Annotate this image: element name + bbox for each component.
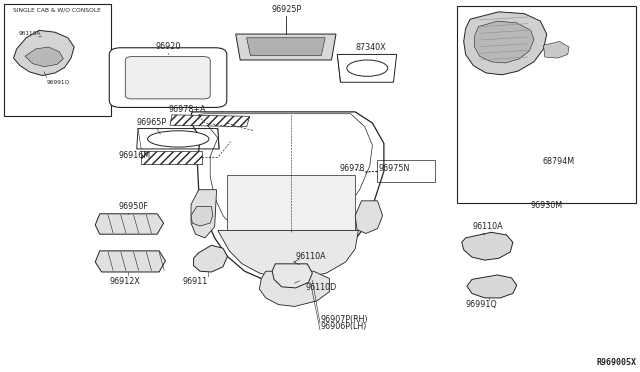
Polygon shape [467,275,516,298]
Text: 96911: 96911 [183,277,208,286]
Bar [227,175,355,232]
Text: 68794M: 68794M [542,157,574,166]
Text: 87340X: 87340X [355,43,386,52]
Polygon shape [236,34,336,60]
Text: 96110A: 96110A [296,252,326,261]
FancyBboxPatch shape [125,57,210,99]
Polygon shape [474,21,534,63]
Text: 96110A: 96110A [19,31,41,36]
Polygon shape [191,206,212,226]
Ellipse shape [347,60,388,76]
Text: 96110D: 96110D [306,283,337,292]
Polygon shape [95,214,164,234]
Text: 96912X: 96912X [110,277,141,286]
Bar [458,6,636,203]
Text: 96975N: 96975N [379,164,410,173]
Text: 96907P(RH): 96907P(RH) [320,315,367,324]
Text: 96950F: 96950F [119,202,148,211]
FancyBboxPatch shape [109,48,227,108]
Text: SINGLE CAB & W/O CONSOLE: SINGLE CAB & W/O CONSOLE [13,7,101,12]
Polygon shape [170,115,250,127]
Text: 96925P: 96925P [271,5,301,14]
Text: 96906P(LH): 96906P(LH) [320,322,366,331]
Polygon shape [355,201,383,234]
Polygon shape [95,251,166,272]
Polygon shape [193,245,227,272]
Ellipse shape [148,131,209,147]
Text: 96110A: 96110A [472,222,502,231]
Polygon shape [13,31,74,76]
Bar [4,4,111,116]
Polygon shape [543,41,569,58]
Polygon shape [464,12,547,75]
Polygon shape [462,232,513,260]
Polygon shape [191,190,216,238]
Text: 96920: 96920 [156,42,180,51]
Text: R969005X: R969005X [596,358,636,367]
Text: 96965P: 96965P [136,118,166,128]
Text: 96991Q: 96991Q [465,300,497,309]
Polygon shape [272,264,312,288]
Text: 96916M: 96916M [119,151,151,160]
Text: 96991Q: 96991Q [47,80,70,85]
Text: 96978+A: 96978+A [168,105,205,114]
Polygon shape [259,271,330,307]
Text: 96930M: 96930M [531,201,563,210]
Polygon shape [246,38,325,55]
Polygon shape [218,231,358,278]
Polygon shape [25,47,63,67]
Bar [141,151,202,164]
Text: 96978: 96978 [339,164,365,173]
